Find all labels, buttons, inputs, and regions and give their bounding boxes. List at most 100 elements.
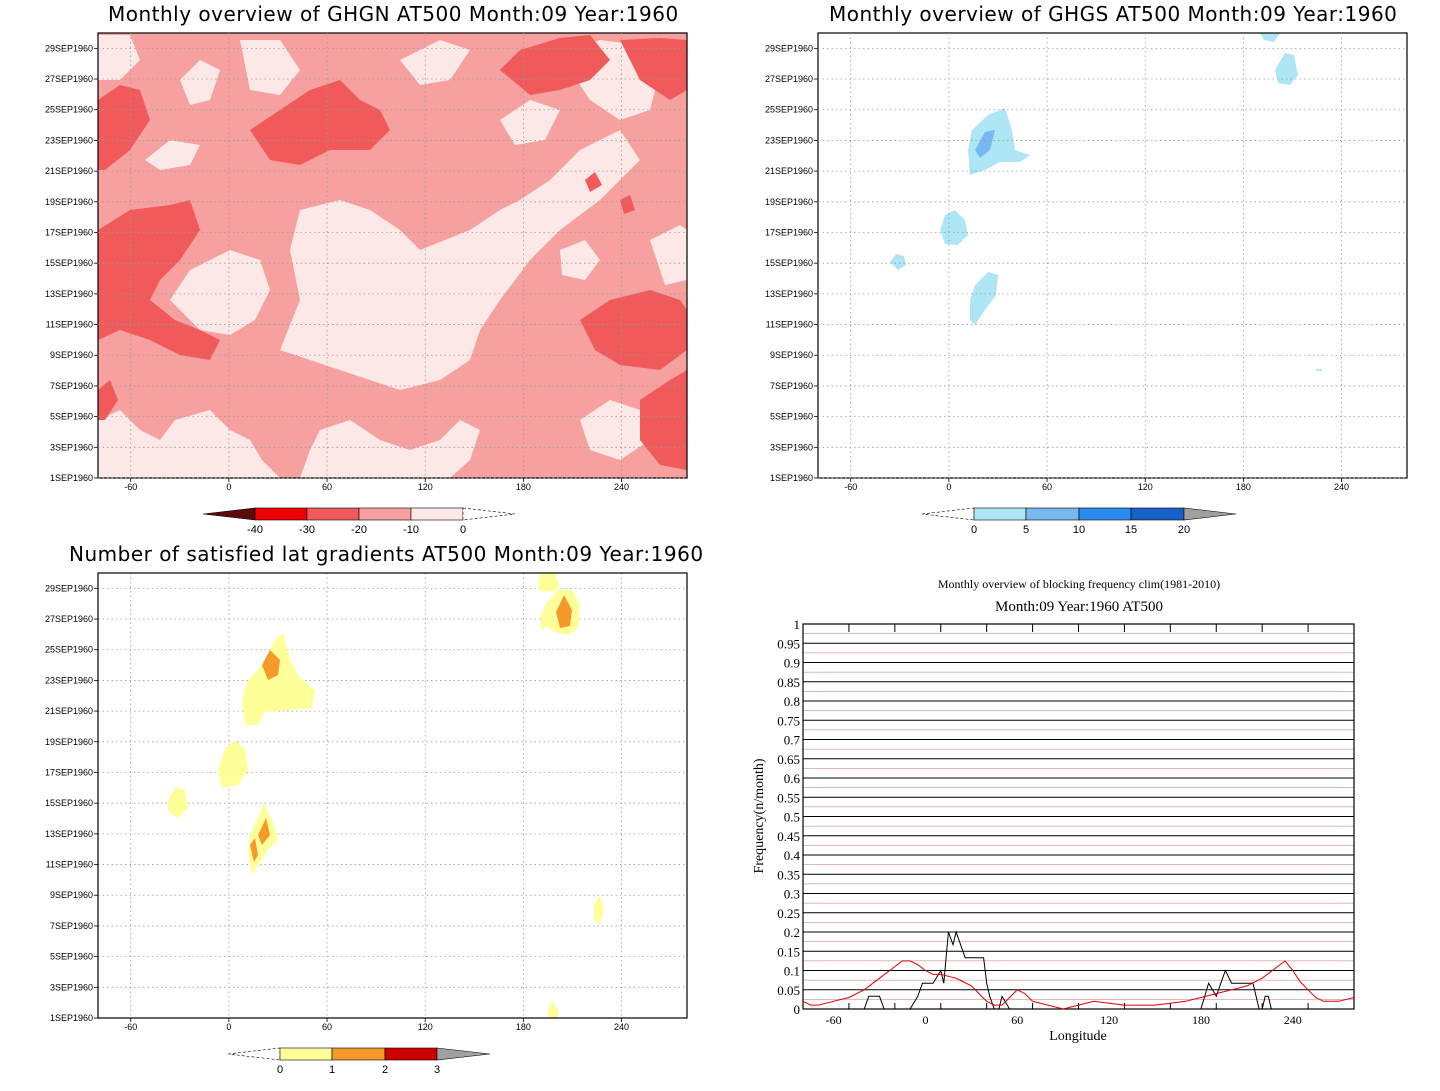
- p2-ytick-label-4: 9SEP1960: [770, 350, 813, 360]
- p4-ytick-label-6: 0.3: [784, 887, 800, 902]
- panel2-contours: [890, 33, 1322, 371]
- panel3-contours: [168, 573, 604, 1018]
- p3-ytick-label-9: 19SEP1960: [45, 737, 93, 747]
- p3-ytick-label-5: 11SEP1960: [46, 860, 93, 870]
- p1-ytick-label-4: 9SEP1960: [50, 350, 93, 360]
- panel3-plot: -60 0 60 120 180 240 1SEP1960 3SEP1960 5SEP1960…: [45, 572, 688, 1032]
- p3-ytick-label-10: 21SEP1960: [45, 706, 93, 716]
- cbar1-label-0: -40: [247, 524, 263, 536]
- p4-ytick-label-9: 0.45: [777, 829, 800, 844]
- p4-ytick-label-16: 0.8: [784, 694, 800, 709]
- colorbar-p1: -40 -30 -20 -10 0: [202, 507, 516, 536]
- p2-xtick-label-3: 120: [1138, 482, 1153, 492]
- panel4-plot: Monthly overview of blocking frequency c…: [752, 577, 1355, 1044]
- p2-ytick-label-9: 19SEP1960: [765, 197, 813, 207]
- p2-ytick-label-7: 15SEP1960: [765, 258, 813, 268]
- p4-ytick-label-0: 0: [794, 1002, 801, 1017]
- p4-ytick-label-13: 0.65: [777, 752, 800, 767]
- p4-ytick-label-4: 0.2: [784, 925, 800, 940]
- p3-ytick-label-8: 17SEP1960: [45, 767, 93, 777]
- panel2-plot: -60 0 60 120 180 240 1SEP1960 3SEP1960 5SEP1960…: [765, 32, 1408, 492]
- p2-ytick-label-0: 1SEP1960: [770, 473, 813, 483]
- panel3-y-axis: 1SEP1960 3SEP1960 5SEP1960 7SEP1960 9SEP1960…: [45, 583, 98, 1023]
- p1-ytick-label-5: 11SEP1960: [46, 320, 93, 330]
- p1-ytick-label-14: 29SEP1960: [45, 43, 93, 53]
- panel3-title: Number of satisfied lat gradients AT500 …: [69, 542, 704, 566]
- p4-series-line-0: [803, 930, 1354, 1010]
- p1-ytick-label-12: 25SEP1960: [45, 105, 93, 115]
- p3-ytick-label-0: 1SEP1960: [50, 1013, 93, 1023]
- cbar3-label-1: 1: [329, 1064, 335, 1076]
- p3-ytick-label-7: 15SEP1960: [45, 798, 93, 808]
- p4-ytick-label-5: 0.25: [777, 906, 800, 921]
- p3-xtick-label-3: 120: [418, 1022, 433, 1032]
- p4-series-line-1: [802, 960, 1355, 1010]
- p3-ytick-label-12: 25SEP1960: [45, 645, 93, 655]
- cbar1-label-1: -30: [299, 524, 315, 536]
- p2-ytick-label-5: 11SEP1960: [766, 320, 813, 330]
- p3-ytick-label-14: 29SEP1960: [45, 583, 93, 593]
- p4-xtick-label-0: -60: [826, 1013, 842, 1027]
- p3-ytick-label-2: 5SEP1960: [50, 952, 93, 962]
- p2-xtick-label-1: 0: [946, 482, 951, 492]
- p2-ytick-label-14: 29SEP1960: [765, 43, 813, 53]
- p4-ytick-label-11: 0.55: [777, 790, 800, 805]
- p3-xtick-label-0: -60: [124, 1022, 137, 1032]
- p2-ytick-label-3: 7SEP1960: [770, 381, 813, 391]
- p1-ytick-label-7: 15SEP1960: [45, 258, 93, 268]
- cbar1-label-4: 0: [460, 524, 466, 536]
- panel2-title: Monthly overview of GHGS AT500 Month:09 …: [829, 2, 1398, 26]
- p2-ytick-label-12: 25SEP1960: [765, 105, 813, 115]
- p2-ytick-label-11: 23SEP1960: [765, 135, 813, 145]
- cbar3-label-2: 2: [382, 1064, 388, 1076]
- cbar2-label-3: 15: [1125, 524, 1137, 536]
- panel4-subtitle: Month:09 Year:1960 AT500: [995, 599, 1163, 615]
- panel4-xlabel: Longitude: [1049, 1029, 1107, 1044]
- p1-xtick-label-5: 240: [614, 482, 629, 492]
- panel1-x-axis: -60 0 60 120 180 240: [124, 478, 629, 492]
- p1-xtick-label-3: 120: [418, 482, 433, 492]
- p4-xtick-label-5: 240: [1284, 1013, 1302, 1027]
- cbar1-label-3: -10: [403, 524, 419, 536]
- p3-ytick-label-13: 27SEP1960: [45, 614, 93, 624]
- panel1-title: Monthly overview of GHGN AT500 Month:09 …: [108, 2, 679, 26]
- p2-xtick-label-4: 180: [1236, 482, 1251, 492]
- p1-ytick-label-3: 7SEP1960: [50, 381, 93, 391]
- p4-ytick-label-20: 1: [794, 617, 801, 632]
- p4-xtick-label-1: 0: [922, 1013, 928, 1027]
- panel1-contours: [98, 33, 687, 478]
- p4-ytick-label-3: 0.15: [777, 944, 800, 959]
- p2-ytick-label-2: 5SEP1960: [770, 412, 813, 422]
- p4-ytick-label-2: 0.1: [784, 964, 800, 979]
- p2-ytick-label-10: 21SEP1960: [765, 166, 813, 176]
- p4-ytick-label-14: 0.7: [784, 733, 801, 748]
- panel4-title: Monthly overview of blocking frequency c…: [938, 577, 1220, 591]
- colorbar-p3: 0 1 2 3: [227, 1047, 491, 1076]
- p2-ytick-label-1: 3SEP1960: [770, 442, 813, 452]
- p3-ytick-label-11: 23SEP1960: [45, 675, 93, 685]
- panel4-y-axis: 0 0.05 0.1 0.15 0.2 0.25 0.3 0.35 0.4 0.45 0.5 0.55…: [777, 617, 800, 1017]
- p4-ytick-label-19: 0.95: [777, 636, 800, 651]
- p1-ytick-label-6: 13SEP1960: [45, 289, 93, 299]
- p2-xtick-label-5: 240: [1334, 482, 1349, 492]
- p4-xtick-label-3: 120: [1100, 1013, 1118, 1027]
- p4-ytick-label-18: 0.9: [784, 656, 800, 671]
- cbar2-label-2: 10: [1073, 524, 1085, 536]
- p4-ytick-label-17: 0.85: [777, 675, 800, 690]
- panel2-y-axis: 1SEP1960 3SEP1960 5SEP1960 7SEP1960 9SEP1960…: [765, 43, 818, 483]
- panel4-gridlines: [803, 633, 1354, 1000]
- p4-xtick-label-4: 180: [1192, 1013, 1210, 1027]
- p1-xtick-label-2: 60: [322, 482, 332, 492]
- p1-ytick-label-11: 23SEP1960: [45, 135, 93, 145]
- panel2-x-axis: -60 0 60 120 180 240: [844, 478, 1349, 492]
- panel3-grid: [98, 573, 687, 1019]
- p1-ytick-label-8: 17SEP1960: [45, 227, 93, 237]
- p4-ytick-label-15: 0.75: [777, 713, 800, 728]
- p2-xtick-label-2: 60: [1042, 482, 1052, 492]
- panel1-grid: [98, 33, 687, 479]
- panel4-ylabel: Frequency(n/month): [752, 758, 767, 873]
- p1-xtick-label-1: 0: [226, 482, 231, 492]
- p3-ytick-label-4: 9SEP1960: [50, 890, 93, 900]
- p3-xtick-label-4: 180: [516, 1022, 531, 1032]
